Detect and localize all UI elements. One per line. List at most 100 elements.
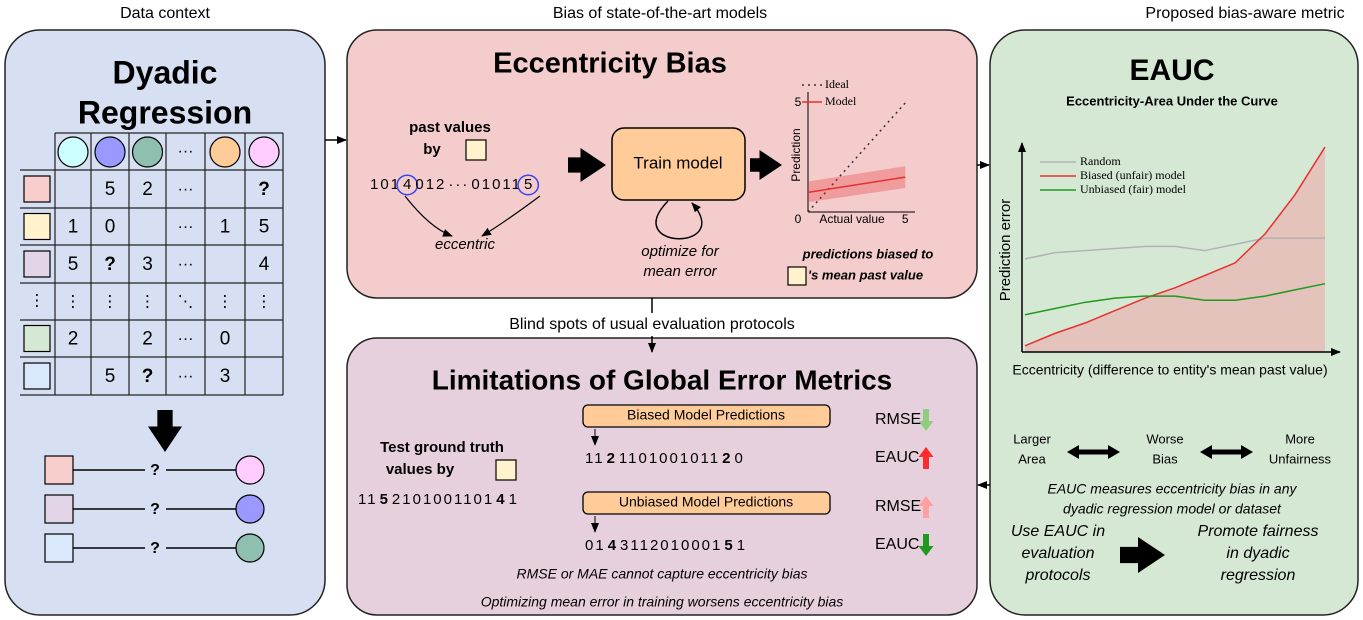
label: EAUC measures eccentricity bias in any [1048,481,1298,497]
cell: ··· [178,219,194,236]
sequence: 012 [415,176,446,193]
block-arrow [1120,537,1165,573]
label: predictions biased to [802,246,934,261]
panel-title: Limitations of Global Error Metrics [432,364,893,395]
trend-arrow [918,447,934,469]
series-line [1024,282,1326,316]
cell: ? [258,179,270,200]
sequence: 4 [403,176,413,193]
panel-title: Dyadic [113,54,218,90]
highlight-circle [396,174,419,196]
axis-label: Prediction error [997,199,1014,302]
entity-square [23,362,51,390]
cell: ··· [178,256,194,273]
label: RMSE or MAE cannot capture eccentricity … [516,566,807,582]
entity-square [23,212,51,241]
cell: ··· [178,368,194,385]
x-tick-label: 5 [902,212,909,226]
highlight-circle [517,174,540,196]
sequence: 1 [509,491,519,508]
label: optimize for [641,243,720,260]
label: Biased Model Predictions [627,407,785,423]
cell: ⋮ [102,294,118,311]
entity-square [465,139,487,161]
prediction-box [582,491,831,515]
trend-arrow [918,534,934,556]
cell: 5 [68,254,79,275]
entity-square [23,250,51,278]
block-arrow [568,148,606,182]
label: Larger [1013,431,1051,446]
entity-square [44,494,74,524]
thin-arrow [481,195,541,237]
caption: Bias of state-of-the-art models [553,5,767,22]
sequence: 5 [524,176,534,193]
label: Bias [1152,451,1178,466]
label: 's mean past value [808,267,923,282]
label: values by [386,461,455,478]
trend-arrow [918,409,934,431]
label: dyadic regression model or dataset [1063,501,1282,517]
label: Unbiased Model Predictions [619,494,793,510]
series-line [807,102,906,213]
label: Area [1018,451,1046,466]
cell: ··· [178,331,194,348]
sequence: 11 [585,450,605,467]
sequence: ··· [448,176,469,193]
panel-title: Eccentricity Bias [493,48,727,80]
sequence: 3112010001 [620,537,722,554]
entity-circle [235,533,265,563]
label: Use EAUC in [1011,523,1105,540]
cell: ? [142,366,154,387]
sequence: 1 [737,537,747,554]
label: Worse [1146,431,1183,446]
pair-label: ? [150,501,160,518]
caption: Data context [120,5,210,22]
cell: ⋮ [65,294,81,311]
legend-label: Unbiased (fair) model [1080,182,1187,196]
thin-arrow [404,195,453,237]
pair-label: ? [150,462,160,479]
label: eccentric [435,236,496,253]
legend-label: Ideal [825,77,850,91]
prediction-box [582,404,831,428]
panel-subtitle: Eccentricity-Area Under the Curve [1066,93,1278,108]
cell: 5 [105,366,116,387]
label: Unfairness [1269,451,1332,466]
label: in dyadic [1226,545,1289,562]
entity-square [495,459,517,481]
sequence: 0 [734,450,744,467]
entity-circle [94,136,126,168]
label: mean error [643,263,717,280]
label: past values [409,119,491,136]
cell: 3 [142,254,153,275]
block-arrow [148,410,182,452]
label: Optimizing mean error in training worsen… [481,594,844,610]
sequence: 2101001101 [392,491,494,508]
label: evaluation [1022,545,1095,562]
label: by [423,141,441,158]
cell: 1 [68,217,79,238]
sequence: 5 [724,537,734,554]
trend-arrow [918,496,934,518]
panel-title: EAUC [1129,54,1214,87]
cell: 4 [259,254,270,275]
sequence: 2 [722,450,732,467]
sequence: 2 [607,450,617,467]
cell: 5 [105,179,116,200]
sequence: 11 [358,491,378,508]
sequence: 01011 [471,176,522,193]
cell: 1 [220,217,231,238]
pair-label: ? [150,540,160,557]
sequence: 4 [496,491,506,508]
cell: ··· [178,181,194,198]
cell: ⋮ [217,294,233,311]
model-box [611,127,746,201]
double-arrow [1200,445,1253,459]
sequence: 5 [380,491,390,508]
cell: 0 [105,217,116,238]
axis-label: Actual value [819,212,885,226]
cell: ⋮ [256,294,272,311]
cell: 2 [142,179,153,200]
x-tick-label: 0 [795,212,802,226]
